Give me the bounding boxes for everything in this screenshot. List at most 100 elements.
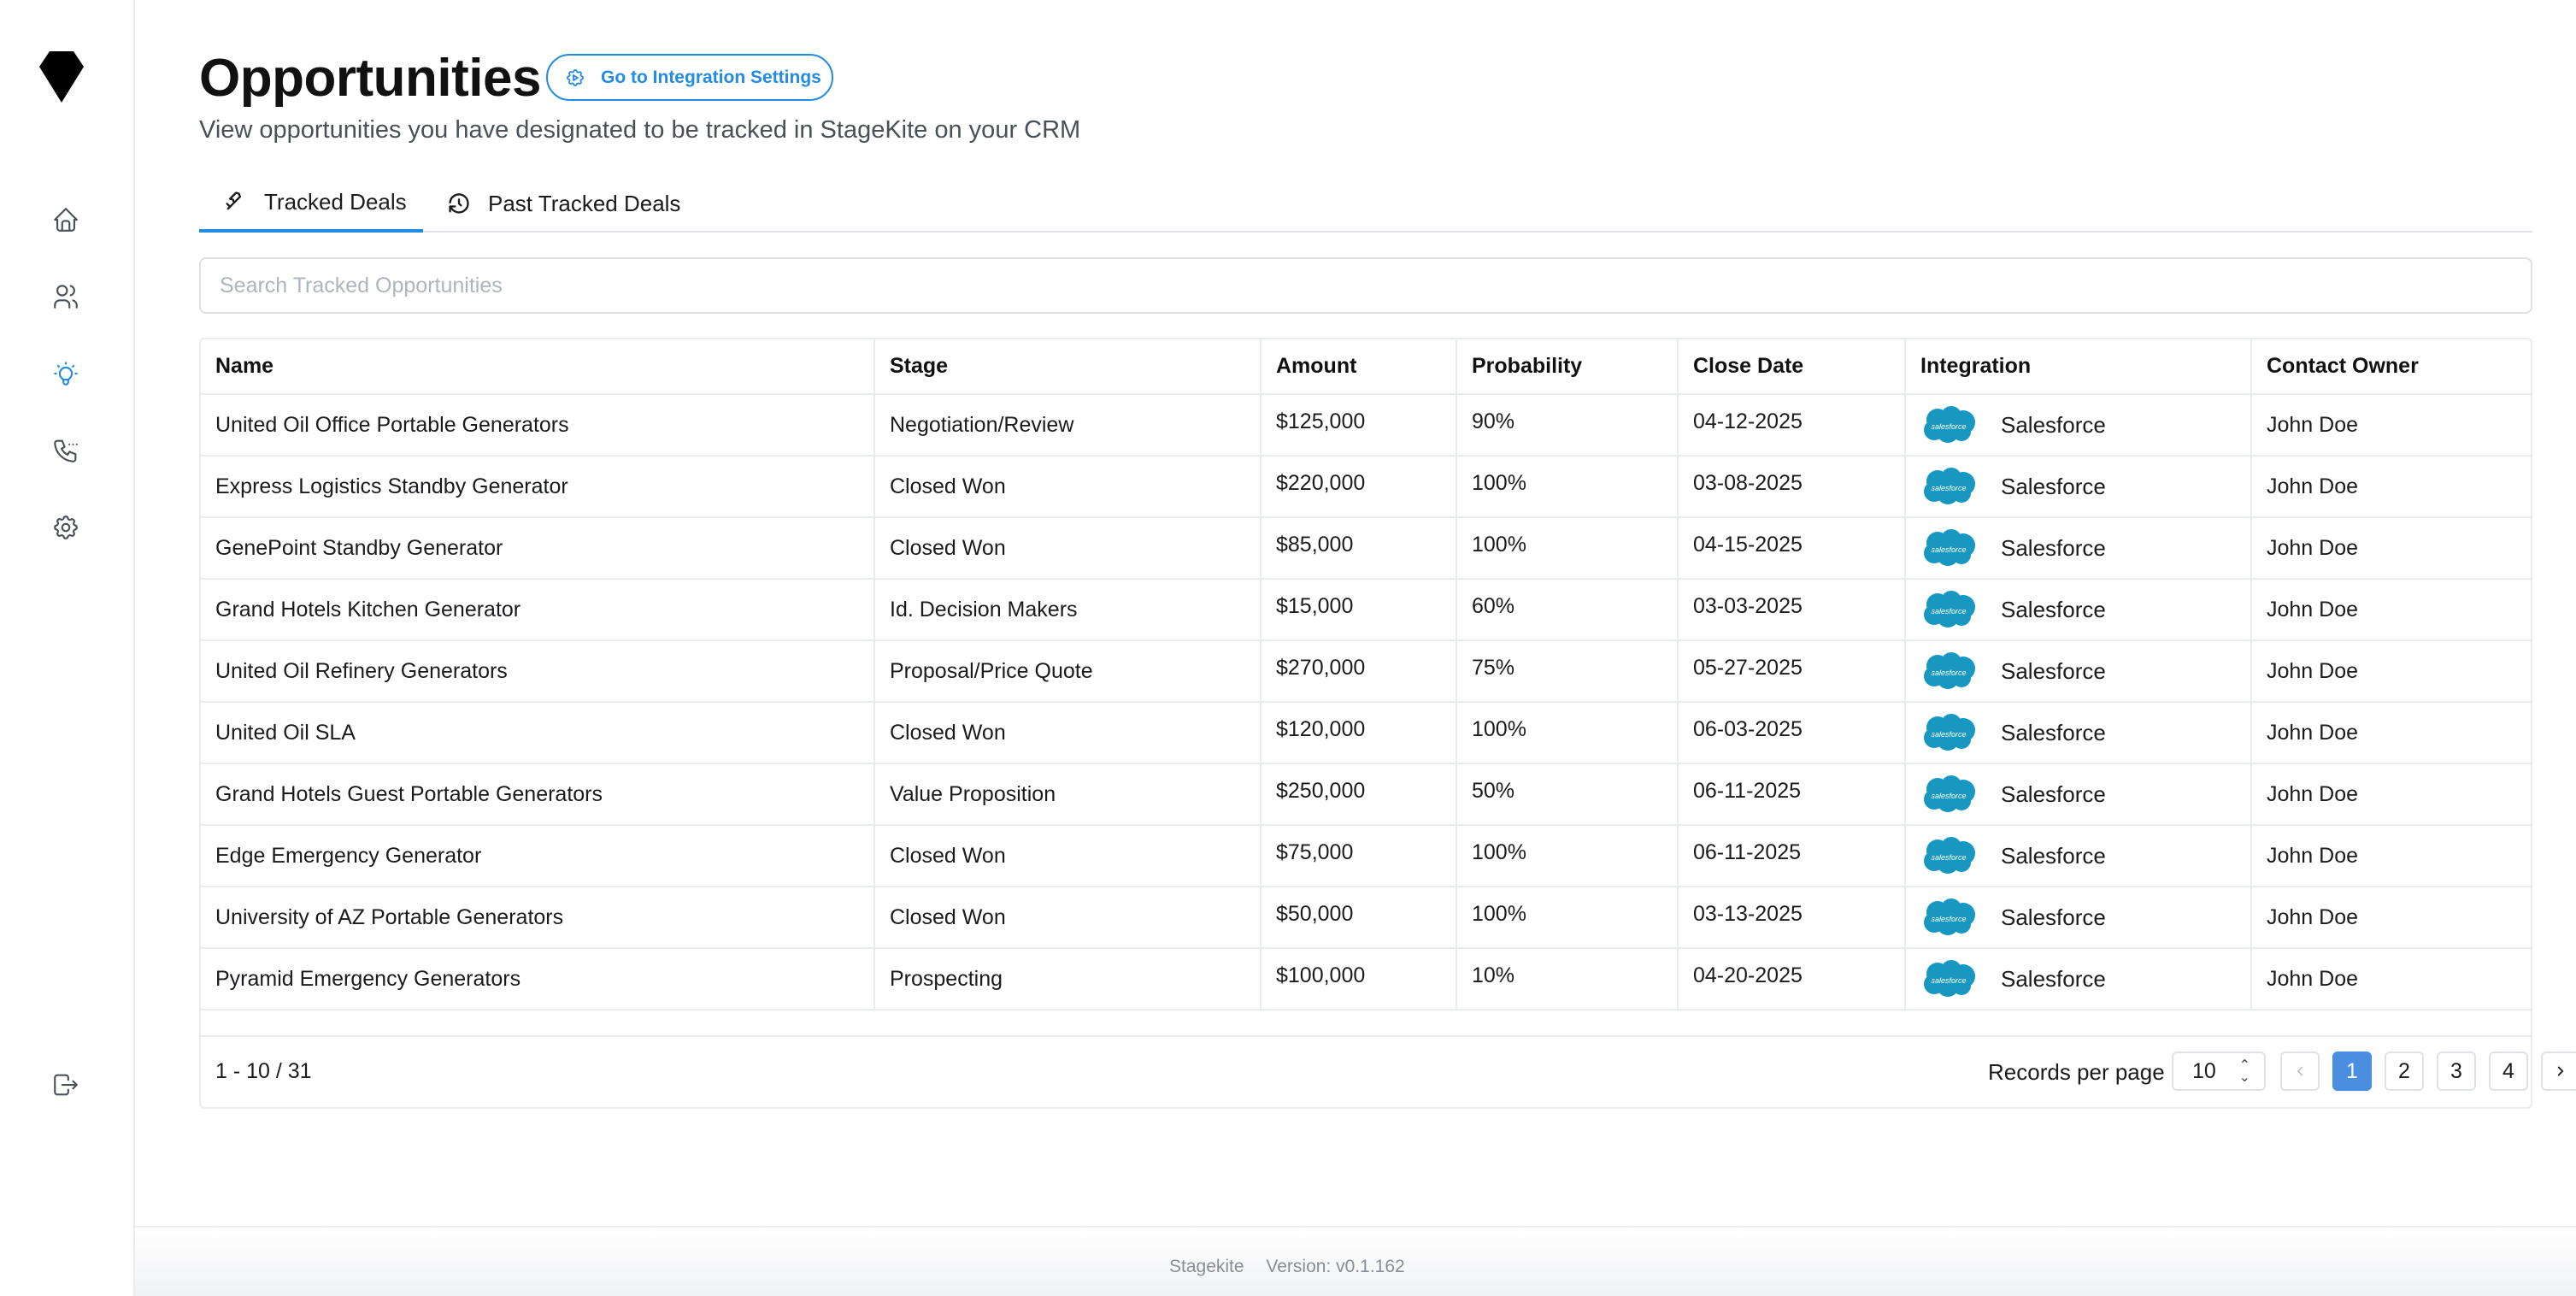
table-row[interactable]: United Oil SLA Closed Won $120,000 100% 06-0… — [201, 702, 2531, 764]
column-header-close-date[interactable]: Close Date — [1678, 339, 1906, 395]
integration-name: Salesforce — [2001, 719, 2106, 745]
cell-stage: Id. Decision Makers — [874, 579, 1262, 641]
svg-text:salesforce: salesforce — [1931, 915, 1966, 923]
cell-integration: salesforce Salesforce — [1905, 702, 2252, 764]
column-header-name[interactable]: Name — [201, 339, 875, 395]
cell-integration: salesforce Salesforce — [1905, 948, 2252, 1010]
cell-probability: 75% — [1456, 640, 1679, 703]
cell-amount: $75,000 — [1261, 825, 1457, 887]
salesforce-logo-icon: salesforce — [1924, 837, 1975, 874]
svg-text:salesforce: salesforce — [1931, 545, 1966, 554]
table-pagination-bar: 1 - 10 / 31 Records per page 10 ⌃ ⌄ 1 2 3… — [201, 1035, 2576, 1107]
cell-contact-owner: John Doe — [2251, 887, 2531, 949]
cell-integration: salesforce Salesforce — [1905, 887, 2252, 949]
column-header-integration[interactable]: Integration — [1905, 339, 2252, 395]
cell-name: Pyramid Emergency Generators — [201, 948, 875, 1010]
cell-stage: Closed Won — [874, 456, 1262, 518]
cell-contact-owner: John Doe — [2251, 825, 2531, 887]
go-to-integration-settings-button[interactable]: Go to Integration Settings — [546, 54, 833, 101]
records-per-page-select[interactable]: 10 ⌃ ⌄ — [2172, 1052, 2266, 1091]
column-header-stage[interactable]: Stage — [874, 339, 1262, 395]
cell-close-date: 06-03-2025 — [1678, 702, 1906, 764]
chevron-left-icon[interactable] — [2280, 1052, 2320, 1091]
cell-close-date: 04-20-2025 — [1678, 948, 1906, 1010]
stagekite-logo-icon[interactable] — [38, 50, 85, 104]
cell-amount: $220,000 — [1261, 456, 1457, 518]
integration-button-label: Go to Integration Settings — [601, 67, 821, 87]
column-header-contact-owner[interactable]: Contact Owner — [2251, 339, 2531, 395]
salesforce-logo-icon: salesforce — [1924, 714, 1975, 751]
integration-name: Salesforce — [2001, 781, 2106, 807]
integration-name: Salesforce — [2001, 411, 2106, 438]
tab-past-tracked-deals[interactable]: Past Tracked Deals — [447, 174, 680, 233]
cell-name: University of AZ Portable Generators — [201, 887, 875, 949]
cell-probability: 100% — [1456, 887, 1679, 949]
cell-contact-owner: John Doe — [2251, 456, 2531, 518]
cell-amount: $250,000 — [1261, 763, 1457, 826]
page-title: Opportunities — [199, 49, 541, 108]
footer-version: Version: v0.1.162 — [1266, 1257, 1405, 1276]
cell-integration: salesforce Salesforce — [1905, 517, 2252, 580]
cell-probability: 60% — [1456, 579, 1679, 641]
bulb-icon[interactable] — [48, 356, 84, 392]
table-row[interactable]: University of AZ Portable Generators Clos… — [201, 887, 2531, 949]
svg-text:salesforce: salesforce — [1931, 730, 1966, 739]
page-button-4[interactable]: 4 — [2489, 1052, 2528, 1091]
cell-name: Grand Hotels Guest Portable Generators — [201, 763, 875, 826]
users-icon[interactable] — [48, 279, 84, 315]
page-button-1[interactable]: 1 — [2332, 1052, 2372, 1091]
cell-amount: $15,000 — [1261, 579, 1457, 641]
cell-contact-owner: John Doe — [2251, 702, 2531, 764]
table-row[interactable]: Grand Hotels Kitchen Generator Id. Decisi… — [201, 579, 2531, 641]
cell-amount: $85,000 — [1261, 517, 1457, 580]
table-row[interactable]: Edge Emergency Generator Closed Won $75,00… — [201, 825, 2531, 887]
svg-text:salesforce: salesforce — [1931, 484, 1966, 492]
cell-probability: 50% — [1456, 763, 1679, 826]
search-input[interactable] — [199, 257, 2532, 314]
table-row[interactable]: Pyramid Emergency Generators Prospecting $… — [201, 948, 2531, 1010]
cell-probability: 100% — [1456, 825, 1679, 887]
cell-name: United Oil SLA — [201, 702, 875, 764]
phone-call-icon[interactable] — [48, 433, 84, 468]
column-header-amount[interactable]: Amount — [1261, 339, 1457, 395]
salesforce-logo-icon: salesforce — [1924, 529, 1975, 566]
logout-icon[interactable] — [48, 1067, 84, 1103]
table-row[interactable]: GenePoint Standby Generator Closed Won $85… — [201, 517, 2531, 580]
svg-text:salesforce: salesforce — [1931, 976, 1966, 985]
cell-stage: Value Proposition — [874, 763, 1262, 826]
table-row[interactable]: United Oil Office Portable Generators Neg… — [201, 394, 2531, 457]
chevron-right-icon[interactable] — [2541, 1052, 2576, 1091]
cell-amount: $50,000 — [1261, 887, 1457, 949]
cell-close-date: 05-27-2025 — [1678, 640, 1906, 703]
integration-name: Salesforce — [2001, 904, 2106, 930]
history-icon — [449, 193, 469, 214]
cell-contact-owner: John Doe — [2251, 394, 2531, 457]
cell-close-date: 03-03-2025 — [1678, 579, 1906, 641]
integration-name: Salesforce — [2001, 473, 2106, 499]
cell-probability: 100% — [1456, 456, 1679, 518]
home-icon[interactable] — [48, 202, 84, 238]
salesforce-logo-icon: salesforce — [1924, 468, 1975, 504]
table-row[interactable]: Express Logistics Standby Generator Close… — [201, 456, 2531, 518]
cell-close-date: 03-08-2025 — [1678, 456, 1906, 518]
cell-close-date: 04-12-2025 — [1678, 394, 1906, 457]
cell-integration: salesforce Salesforce — [1905, 456, 2252, 518]
tab-tracked-deals[interactable]: Tracked Deals — [199, 174, 423, 233]
cell-stage: Closed Won — [874, 702, 1262, 764]
cell-name: Grand Hotels Kitchen Generator — [201, 579, 875, 641]
page-button-3[interactable]: 3 — [2437, 1052, 2476, 1091]
integration-name: Salesforce — [2001, 596, 2106, 622]
salesforce-logo-icon: salesforce — [1924, 406, 1975, 443]
page-footer: Stagekite Version: v0.1.162 — [135, 1226, 2576, 1296]
cell-name: Express Logistics Standby Generator — [201, 456, 875, 518]
svg-text:salesforce: salesforce — [1931, 853, 1966, 862]
table-row[interactable]: Grand Hotels Guest Portable Generators Va… — [201, 763, 2531, 826]
page-button-2[interactable]: 2 — [2385, 1052, 2424, 1091]
cell-amount: $100,000 — [1261, 948, 1457, 1010]
column-header-probability[interactable]: Probability — [1456, 339, 1679, 395]
cell-stage: Closed Won — [874, 517, 1262, 580]
table-row[interactable]: United Oil Refinery Generators Proposal/P… — [201, 640, 2531, 703]
salesforce-logo-icon: salesforce — [1924, 591, 1975, 627]
settings-automation-icon — [567, 68, 584, 86]
gear-icon[interactable] — [48, 510, 84, 545]
